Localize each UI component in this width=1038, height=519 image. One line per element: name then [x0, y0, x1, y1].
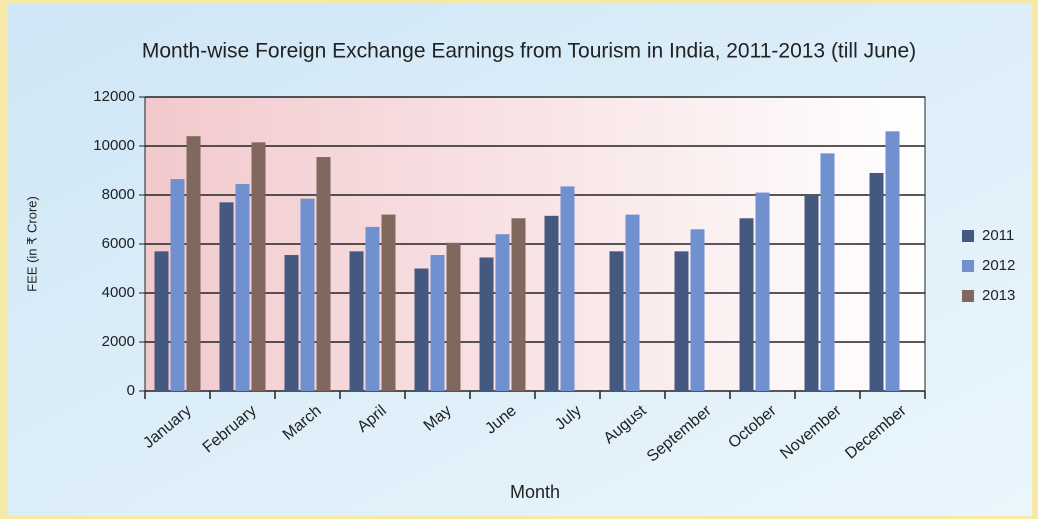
y-tick-label: 0: [127, 382, 135, 399]
bar: [349, 251, 364, 391]
bar: [170, 179, 185, 391]
bar: [430, 255, 445, 391]
bar: [381, 214, 396, 391]
legend-label: 2011: [982, 227, 1014, 244]
y-tick-label: 2000: [102, 333, 135, 350]
bar: [365, 226, 380, 391]
y-axis-label: FEE (in ₹ Crore): [24, 196, 39, 292]
bar: [495, 234, 510, 391]
bar: [316, 157, 331, 391]
bar: [219, 202, 234, 391]
bar: [154, 251, 169, 391]
bar: [755, 192, 770, 391]
chart-title: Month-wise Foreign Exchange Earnings fro…: [142, 40, 916, 63]
bar: [804, 195, 819, 391]
bar: [885, 131, 900, 392]
bar: [609, 251, 624, 391]
y-tick-label: 6000: [102, 235, 135, 252]
bar: [625, 214, 640, 391]
bar: [869, 172, 884, 391]
bar: [300, 198, 315, 391]
legend-label: 2012: [982, 257, 1015, 274]
bar: [235, 183, 250, 391]
bar: [674, 251, 689, 391]
x-axis-label: Month: [510, 482, 560, 502]
bar: [446, 242, 461, 391]
y-tick-label: 8000: [102, 186, 135, 203]
y-tick-label: 12000: [93, 88, 135, 105]
y-tick-label: 10000: [93, 137, 135, 154]
bar: [479, 257, 494, 391]
bar: [739, 218, 754, 391]
bar: [511, 218, 526, 391]
legend-swatch: [962, 290, 974, 302]
bar: [544, 215, 559, 391]
y-tick-label: 4000: [102, 284, 135, 301]
bar: [560, 186, 575, 391]
bar: [284, 255, 299, 391]
bar: [414, 268, 429, 391]
bar: [251, 142, 266, 391]
bar: [690, 229, 705, 391]
legend-swatch: [962, 260, 974, 272]
legend-swatch: [962, 230, 974, 242]
legend-label: 2013: [982, 287, 1015, 304]
bar: [186, 136, 201, 391]
bar: [820, 153, 835, 391]
